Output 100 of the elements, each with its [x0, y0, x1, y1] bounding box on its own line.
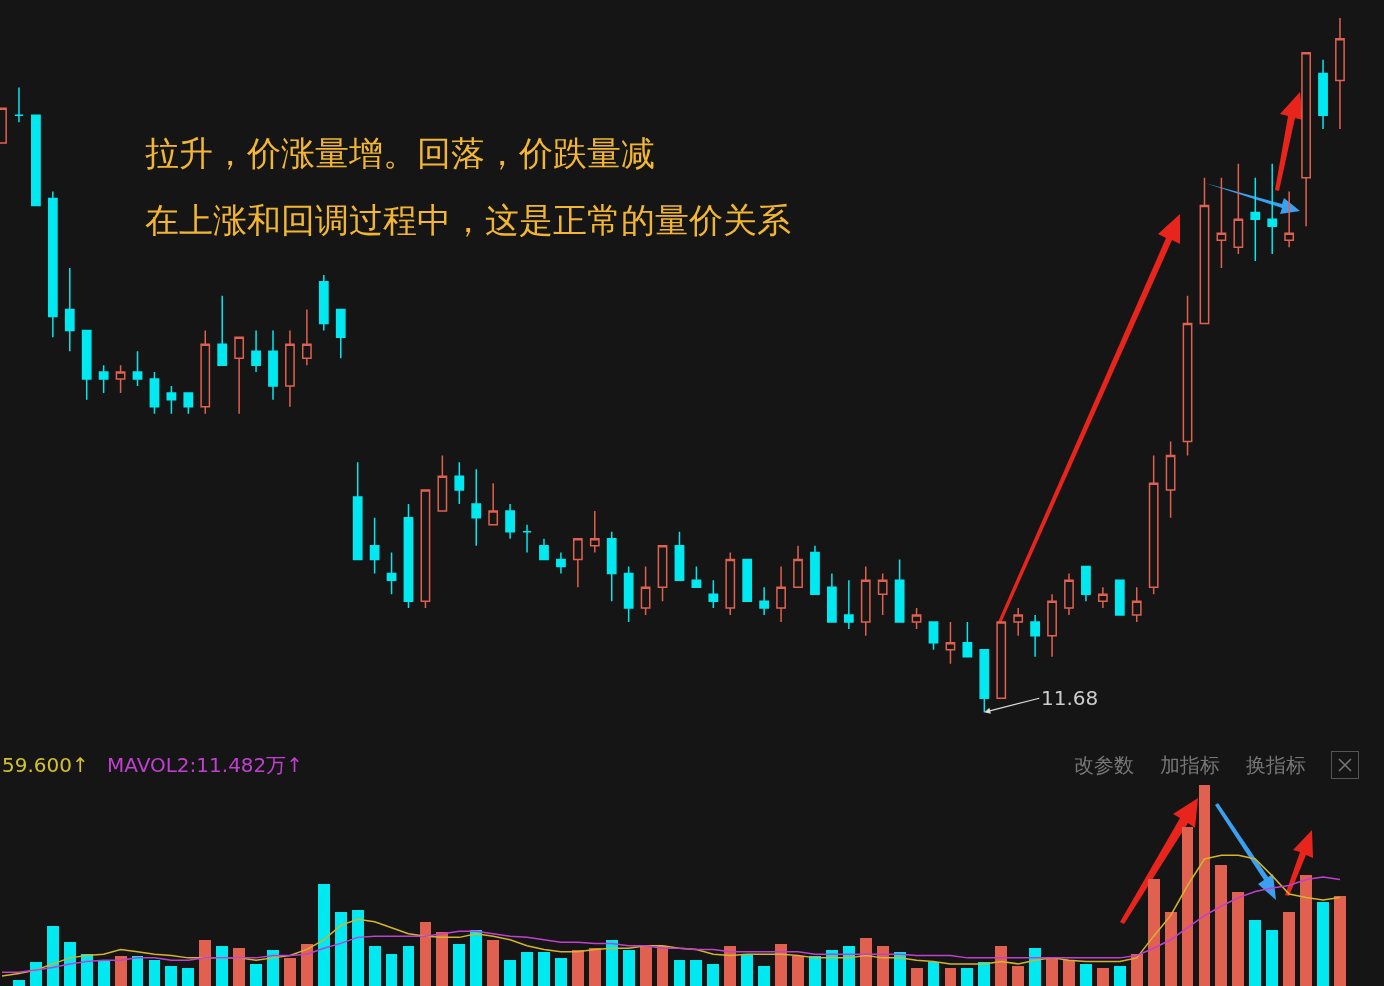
candlestick — [945, 621, 956, 665]
bar — [284, 957, 296, 986]
bar — [961, 967, 974, 986]
bar — [1232, 891, 1245, 986]
bar — [554, 957, 567, 986]
bar — [927, 961, 940, 986]
candlestick — [911, 607, 922, 630]
text: 59.600↑ — [2, 753, 89, 777]
bar — [1266, 929, 1279, 986]
candlestick — [539, 537, 549, 561]
bar — [1334, 895, 1346, 986]
bar — [1283, 911, 1296, 986]
candlestick — [759, 586, 770, 616]
bar — [199, 939, 212, 986]
candlestick — [318, 274, 329, 332]
candlestick — [183, 392, 194, 415]
candlestick — [860, 565, 871, 637]
candlestick — [1148, 454, 1159, 595]
candlestick — [98, 364, 109, 394]
candlestick — [1284, 190, 1295, 248]
candlestick — [793, 544, 803, 589]
bar — [233, 947, 246, 986]
bar — [46, 925, 59, 986]
candlestick — [1064, 572, 1074, 616]
bar — [267, 949, 279, 986]
candlestick — [1047, 593, 1057, 658]
bar — [487, 939, 500, 986]
candlestick — [14, 86, 24, 123]
bar — [741, 953, 754, 986]
candlestick — [1030, 614, 1041, 658]
bar — [250, 963, 262, 986]
bar — [876, 945, 889, 986]
bar — [114, 955, 127, 986]
bar — [29, 961, 42, 986]
bar — [165, 965, 178, 986]
candlestick — [488, 482, 499, 526]
bar — [1063, 959, 1075, 986]
bar — [317, 883, 330, 986]
bar — [13, 979, 25, 986]
bar — [351, 909, 364, 986]
bar — [1113, 965, 1126, 986]
candlestick — [1233, 163, 1244, 255]
bar — [1181, 827, 1194, 986]
bar — [453, 943, 466, 986]
candlestick — [1081, 565, 1091, 602]
bar — [893, 951, 906, 986]
candlestick — [132, 350, 143, 387]
bar — [1046, 957, 1058, 986]
candlestick — [166, 385, 177, 415]
bar — [690, 959, 703, 986]
candlestick — [47, 190, 58, 339]
candlestick — [1267, 163, 1278, 255]
candlestick — [1216, 176, 1227, 269]
text: 拉升，价涨量增。回落，价跌量减 — [145, 133, 655, 173]
candlestick — [301, 308, 312, 366]
candlestick — [81, 329, 92, 401]
bar — [385, 953, 398, 986]
candlestick — [776, 565, 786, 623]
text: 换指标 — [1246, 753, 1306, 777]
candlestick — [369, 517, 380, 575]
candlestick — [810, 544, 820, 595]
candlestick — [234, 336, 245, 415]
bar — [521, 951, 533, 986]
bar — [182, 967, 195, 986]
text: MAVOL2:11.482万↑ — [107, 753, 304, 777]
candlestick — [928, 621, 939, 651]
text: 加指标 — [1160, 753, 1220, 777]
bar — [1215, 865, 1228, 986]
candlestick — [251, 329, 261, 373]
candlestick — [471, 468, 482, 547]
bar — [775, 943, 788, 986]
bar — [859, 937, 872, 986]
bar — [1012, 965, 1025, 986]
candlestick — [1250, 176, 1261, 262]
candlestick — [268, 329, 278, 401]
bar — [1317, 901, 1329, 986]
candlestick — [454, 461, 465, 505]
candlestick — [894, 558, 905, 623]
candlestick — [420, 489, 431, 609]
bar — [436, 931, 449, 986]
bar — [334, 911, 347, 986]
bar — [809, 955, 821, 986]
candlestick — [1097, 586, 1108, 609]
candlestick — [725, 551, 736, 616]
candlestick — [877, 572, 888, 616]
bar — [724, 945, 737, 986]
candlestick — [623, 565, 634, 623]
bar — [622, 949, 635, 986]
bar — [825, 949, 838, 986]
candlestick — [1199, 176, 1210, 325]
candlestick — [1131, 586, 1142, 623]
bar — [504, 959, 517, 986]
candlestick — [217, 294, 228, 366]
candlestick — [674, 530, 685, 582]
bar — [707, 963, 720, 986]
candlestick — [962, 621, 973, 658]
bar — [792, 955, 804, 986]
bar — [1164, 911, 1177, 986]
candlestick — [386, 551, 397, 595]
candlestick — [572, 537, 583, 589]
